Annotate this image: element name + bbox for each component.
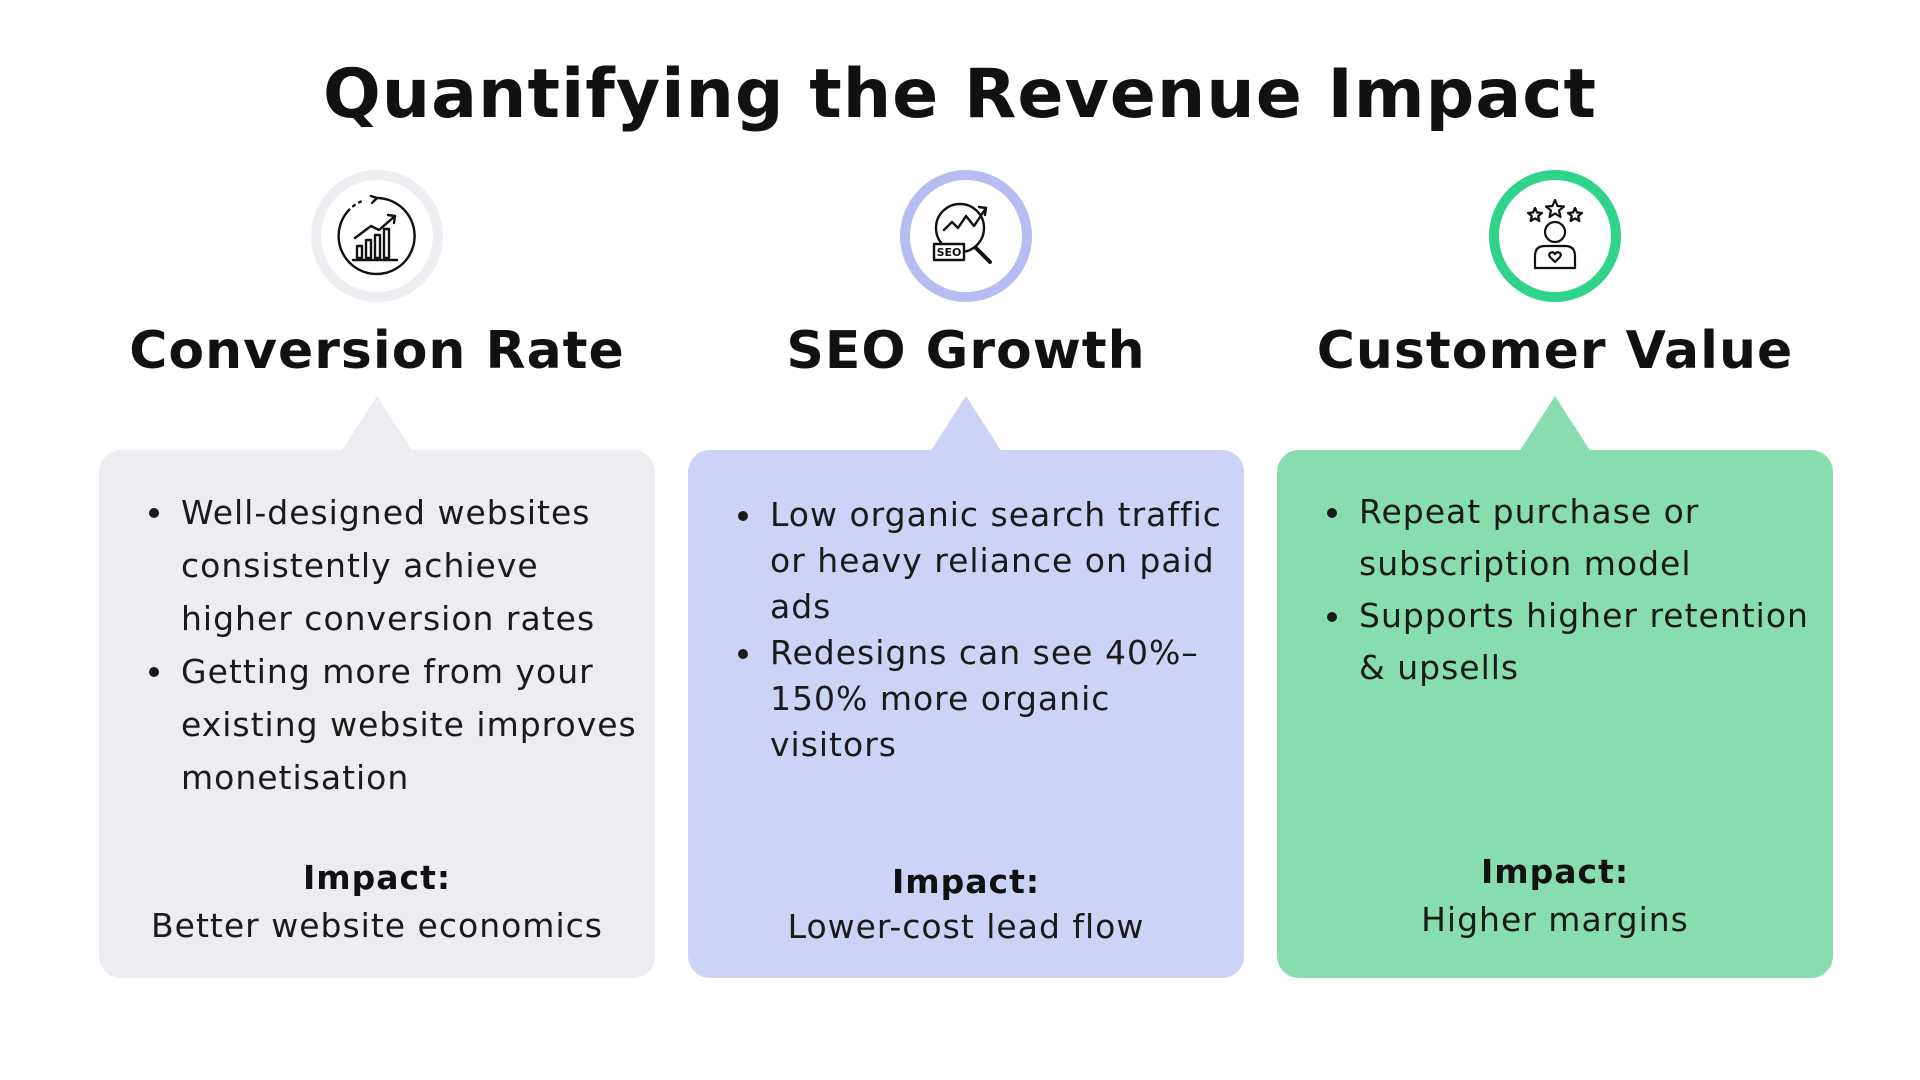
impact-label: Impact:: [302, 858, 452, 897]
column-heading: Conversion Rate: [129, 321, 625, 381]
customer-rating-icon: [1489, 170, 1621, 302]
impact-value: Lower-cost lead flow: [787, 907, 1145, 946]
list-item: Repeat purchase or subscription model: [1327, 486, 1817, 590]
column-customer-value: Customer Value Repeat purchase or subscr…: [1277, 0, 1833, 1080]
bullet-list: Low organic search traffic or heavy reli…: [738, 492, 1228, 768]
card-pointer: [1519, 396, 1591, 452]
column-seo-growth: SEO SEO Growth Low organic search traffi…: [688, 0, 1244, 1080]
svg-text:SEO: SEO: [937, 246, 962, 259]
info-card: Low organic search traffic or heavy reli…: [688, 396, 1244, 978]
bullet-dot: [738, 649, 748, 659]
bullet-dot: [1327, 612, 1337, 622]
impact-value: Better website economics: [151, 906, 603, 945]
list-item: Redesigns can see 40%–150% more organic …: [738, 630, 1228, 768]
impact-block: Impact: Higher margins: [1277, 850, 1833, 946]
column-heading: Customer Value: [1316, 321, 1794, 381]
bullet-list: Repeat purchase or subscription model Su…: [1327, 486, 1817, 694]
bullet-dot: [1327, 508, 1337, 518]
impact-block: Impact: Better website economics: [99, 856, 655, 952]
impact-label: Impact:: [1480, 852, 1630, 891]
growth-chart-icon: [311, 170, 443, 302]
info-card: Repeat purchase or subscription model Su…: [1277, 396, 1833, 978]
list-item: Well-designed websites consistently achi…: [149, 486, 639, 645]
bullet-dot: [149, 508, 159, 518]
list-item: Low organic search traffic or heavy reli…: [738, 492, 1228, 630]
card-pointer: [341, 396, 413, 452]
bullet-dot: [149, 667, 159, 677]
column-heading: SEO Growth: [786, 321, 1146, 381]
impact-label: Impact:: [891, 862, 1041, 901]
list-item: Getting more from your existing website …: [149, 645, 639, 804]
list-item: Supports higher retention & upsells: [1327, 590, 1817, 694]
impact-value: Higher margins: [1421, 900, 1689, 939]
page-title: Quantifying the Revenue Impact: [322, 55, 1598, 134]
seo-magnifier-icon: SEO: [900, 170, 1032, 302]
column-conversion-rate: Conversion Rate Well-designed websites c…: [99, 0, 655, 1080]
bullet-dot: [738, 511, 748, 521]
info-card: Well-designed websites consistently achi…: [99, 396, 655, 978]
bullet-list: Well-designed websites consistently achi…: [149, 486, 639, 804]
impact-block: Impact: Lower-cost lead flow: [688, 860, 1244, 950]
card-pointer: [930, 396, 1002, 452]
